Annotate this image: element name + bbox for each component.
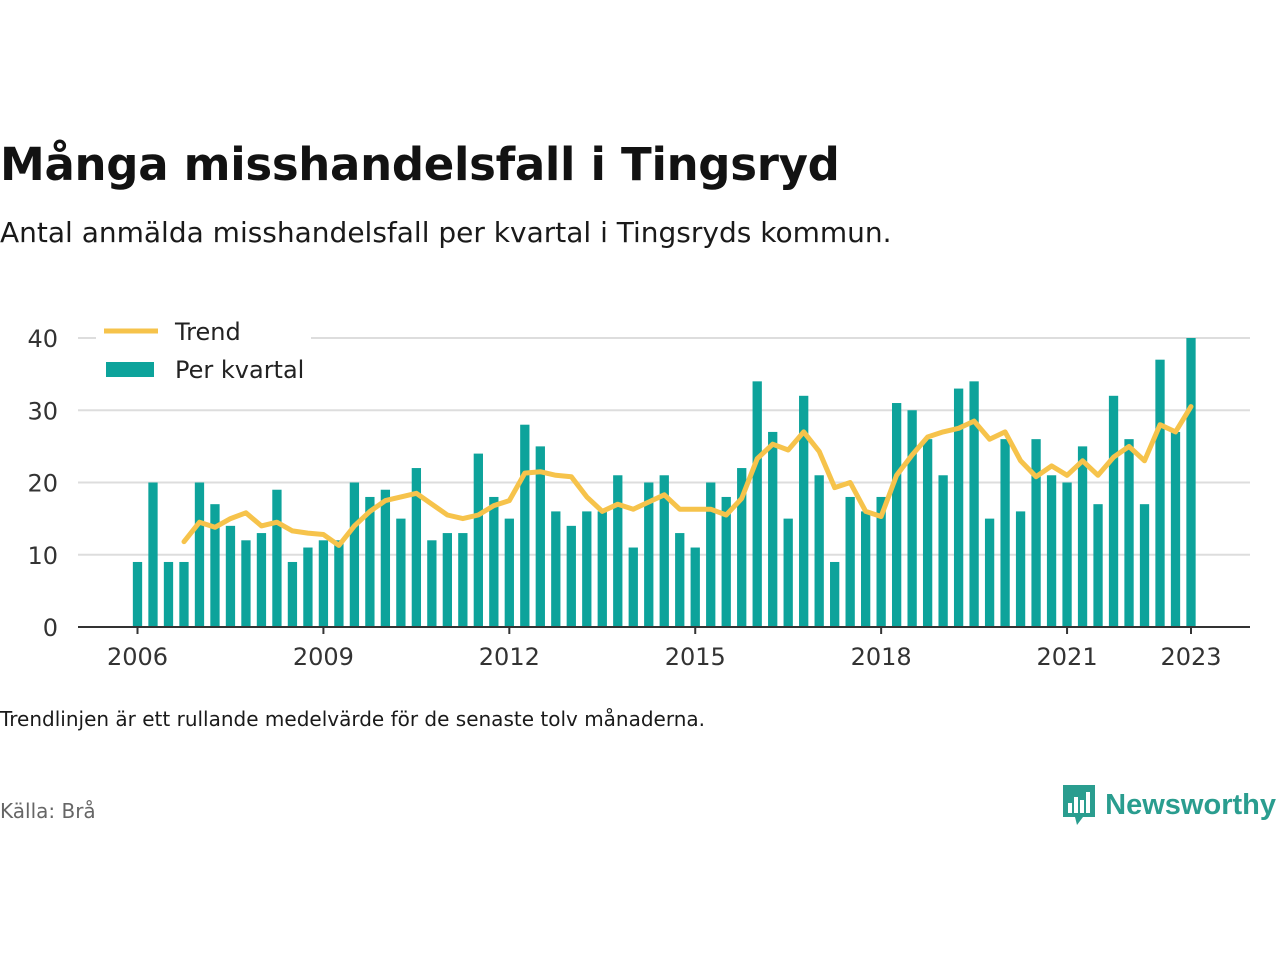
bar xyxy=(891,403,902,627)
bar xyxy=(830,561,840,627)
bar xyxy=(721,496,731,627)
bar xyxy=(969,381,979,627)
bar xyxy=(194,482,205,627)
bar xyxy=(953,388,964,627)
bar xyxy=(551,511,561,627)
bar xyxy=(1046,475,1057,627)
bar xyxy=(1124,439,1134,627)
y-tick-label: 10 xyxy=(27,542,58,570)
bar xyxy=(737,468,747,627)
newsworthy-logo-icon xyxy=(1063,785,1096,825)
x-tick-label: 2015 xyxy=(665,643,726,671)
y-tick-label: 20 xyxy=(27,470,58,498)
bar xyxy=(210,504,220,627)
bar xyxy=(535,446,545,627)
bar xyxy=(845,496,855,627)
x-tick-label: 2006 xyxy=(107,643,168,671)
bar xyxy=(287,561,298,627)
bar xyxy=(1015,511,1026,627)
bar xyxy=(349,482,360,627)
bar xyxy=(799,395,809,627)
bar xyxy=(1062,482,1072,627)
bar xyxy=(675,533,685,627)
bar xyxy=(225,525,236,627)
bar xyxy=(938,475,948,627)
x-tick-label: 2012 xyxy=(479,643,540,671)
bar xyxy=(396,518,406,627)
brand-logo[interactable]: Newsworthy xyxy=(1061,783,1276,827)
bar xyxy=(566,525,576,627)
bar xyxy=(907,410,917,627)
bar xyxy=(1000,439,1010,627)
bar xyxy=(1077,446,1088,627)
y-tick-label: 30 xyxy=(27,397,58,425)
bar xyxy=(1139,504,1150,627)
bar xyxy=(318,540,329,627)
bar xyxy=(1186,338,1196,627)
x-tick-label: 2009 xyxy=(293,643,354,671)
bar xyxy=(241,540,251,627)
bar xyxy=(690,547,700,627)
bar xyxy=(334,540,344,627)
brand-name: Newsworthy xyxy=(1105,788,1276,821)
bar xyxy=(272,489,282,627)
chart-area: 0 10 20 30 40 2006 2009 2012 2015 2018 2021 2023 Tr… xyxy=(27,318,1250,671)
legend-bar-label: Per kvartal xyxy=(175,356,304,384)
bar xyxy=(489,496,499,627)
bar xyxy=(597,511,607,627)
bar xyxy=(814,475,824,627)
axes: 0 10 20 30 40 2006 2009 2012 2015 2018 2021 2023 xyxy=(27,325,1250,671)
chart-subtitle: Antal anmälda misshandelsfall per kvarta… xyxy=(0,216,892,249)
bar xyxy=(132,561,143,627)
y-tick-label: 0 xyxy=(43,614,58,642)
legend-bar-swatch xyxy=(106,362,154,377)
bar xyxy=(380,489,391,627)
bar-series xyxy=(132,338,1196,627)
bar xyxy=(659,475,669,627)
bar xyxy=(644,482,654,627)
bar xyxy=(256,533,267,627)
bar xyxy=(1108,395,1119,627)
bar xyxy=(163,561,174,627)
legend: Trend Per kvartal xyxy=(96,318,311,398)
x-tick-label: 2018 xyxy=(851,643,912,671)
bar xyxy=(473,453,483,627)
bar xyxy=(628,547,638,627)
bar xyxy=(613,475,623,627)
bar xyxy=(1155,359,1165,627)
y-tick-label: 40 xyxy=(27,325,58,353)
bar xyxy=(365,496,375,627)
bar xyxy=(922,439,933,627)
footnote: Trendlinjen är ett rullande medelvärde f… xyxy=(0,707,706,731)
bar xyxy=(520,424,530,627)
bar xyxy=(1031,439,1041,627)
trend-series xyxy=(181,404,1194,548)
bar xyxy=(1170,431,1181,627)
source-note: Källa: Brå xyxy=(0,799,96,823)
bar xyxy=(861,511,871,627)
x-tick-label: 2023 xyxy=(1160,643,1221,671)
bar xyxy=(427,540,437,627)
bar xyxy=(303,547,313,627)
bar xyxy=(1093,504,1103,627)
bar xyxy=(706,482,716,627)
bar xyxy=(179,561,189,627)
bar xyxy=(458,533,468,627)
bar xyxy=(442,533,453,627)
trend-line xyxy=(181,404,1194,548)
chart-title: Många misshandelsfall i Tingsryd xyxy=(0,138,840,191)
bar xyxy=(148,482,158,627)
bar xyxy=(783,518,793,627)
bar xyxy=(984,518,995,627)
bar xyxy=(582,511,592,627)
legend-trend-label: Trend xyxy=(174,318,241,346)
bar xyxy=(876,496,886,627)
bar xyxy=(411,468,422,627)
x-tick-label: 2021 xyxy=(1037,643,1098,671)
bar xyxy=(752,381,762,627)
bar xyxy=(504,518,514,627)
bar xyxy=(768,431,778,627)
